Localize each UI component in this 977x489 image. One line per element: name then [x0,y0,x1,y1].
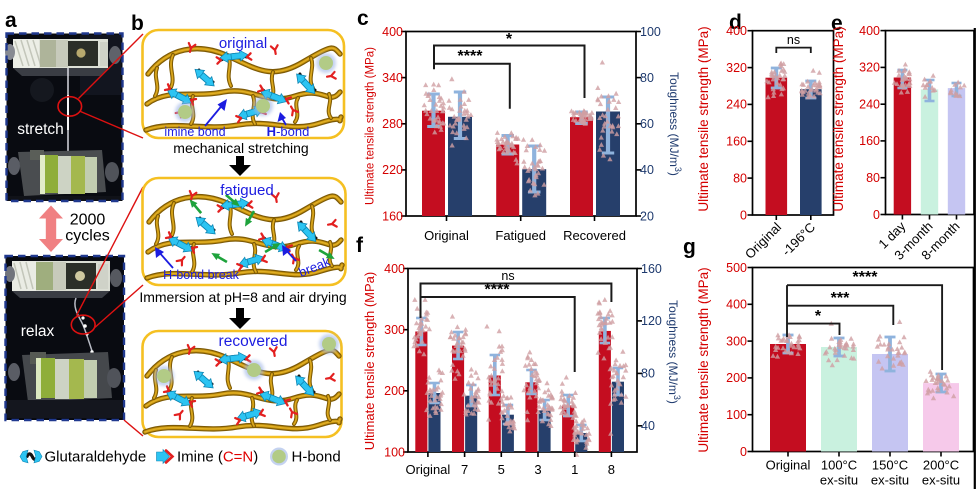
svg-text:a: a [5,9,17,32]
svg-text:Ultimate tensile strength (MPa: Ultimate tensile strength (MPa) [362,272,377,450]
svg-text:80: 80 [733,171,747,185]
svg-text:3: 3 [534,462,541,477]
svg-text:60: 60 [640,117,654,131]
svg-text:f: f [356,234,364,257]
svg-text:80: 80 [641,367,655,381]
svg-text:H-bond: H-bond [267,124,310,139]
svg-text:original: original [219,35,267,52]
svg-text:40: 40 [641,419,655,433]
svg-text:Original: Original [406,462,451,477]
svg-text:300: 300 [726,334,747,348]
svg-text:500: 500 [726,261,747,275]
svg-text:Glutaraldehyde: Glutaraldehyde [45,449,147,466]
svg-text:0: 0 [873,208,880,222]
svg-text:H-bond: H-bond [292,449,341,466]
svg-text:200°C: 200°C [923,458,959,473]
svg-text:*: * [815,308,822,325]
svg-text:400: 400 [726,24,747,38]
svg-text:Original: Original [766,458,811,473]
svg-text:2000: 2000 [70,212,106,229]
svg-text:240: 240 [859,97,880,111]
svg-text:320: 320 [859,61,880,75]
svg-text:relax: relax [21,323,55,340]
svg-text:Ultimate tensile strength (MPa: Ultimate tensile strength (MPa) [365,47,377,205]
svg-text:7: 7 [461,462,468,477]
svg-text:*: * [506,31,513,48]
svg-text:400: 400 [859,24,880,38]
svg-text:200: 200 [384,384,405,398]
svg-text:Ultimate tensile strength (MPa: Ultimate tensile strength (MPa) [696,267,711,452]
svg-text:Toughness (MJ/m3): Toughness (MJ/m3) [667,72,683,176]
svg-text:400: 400 [726,298,747,312]
svg-text:recovered: recovered [219,333,288,350]
svg-text:ns: ns [501,269,514,283]
svg-text:1: 1 [571,462,578,477]
svg-text:fatigued: fatigued [220,182,273,199]
svg-text:ex-situ: ex-situ [871,473,909,488]
svg-text:****: **** [853,269,879,286]
svg-text:160: 160 [726,135,747,149]
svg-text:Toughness (MJ/m3): Toughness (MJ/m3) [666,300,682,404]
svg-text:Immersion at pH=8 and air dryi: Immersion at pH=8 and air drying [139,289,346,305]
svg-text:d: d [729,11,742,34]
svg-text:ns: ns [787,33,800,47]
svg-text:ex-situ: ex-situ [820,473,858,488]
svg-text:300: 300 [384,323,405,337]
svg-text:280: 280 [382,117,403,131]
svg-text:stretch: stretch [17,121,64,138]
svg-text:5: 5 [498,462,505,477]
svg-text:200: 200 [726,371,747,385]
svg-text:100: 100 [384,445,405,459]
svg-text:0: 0 [740,445,747,459]
svg-text:Original: Original [424,228,469,243]
svg-text:100: 100 [726,408,747,422]
svg-text:80: 80 [866,171,880,185]
svg-text:160: 160 [382,209,403,223]
svg-text:0: 0 [740,208,747,222]
svg-text:80: 80 [640,71,654,85]
svg-text:b: b [131,12,144,35]
svg-text:Imine (C=N): Imine (C=N) [177,449,258,466]
svg-text:ex-situ: ex-situ [922,473,960,488]
svg-text:400: 400 [384,262,405,276]
svg-text:****: **** [458,48,484,65]
svg-text:H-bond break: H-bond break [163,268,239,282]
svg-text:cycles: cycles [65,228,109,245]
svg-text:100: 100 [640,25,661,39]
svg-text:e: e [831,12,843,35]
svg-text:220: 220 [382,163,403,177]
svg-text:40: 40 [640,163,654,177]
svg-text:Ultimate tensile strength (MPa: Ultimate tensile strength (MPa) [696,26,711,211]
svg-text:160: 160 [859,134,880,148]
svg-text:Fatigued: Fatigued [495,228,546,243]
svg-text:150°C: 150°C [872,458,908,473]
svg-text:120: 120 [641,314,662,328]
svg-text:320: 320 [726,61,747,75]
svg-text:imine bond: imine bond [164,125,225,139]
svg-text:Ultimate tensile strength (MPa: Ultimate tensile strength (MPa) [831,26,846,211]
svg-text:340: 340 [382,71,403,85]
svg-text:c: c [357,7,369,30]
svg-text:20: 20 [640,209,654,223]
svg-text:240: 240 [726,98,747,112]
svg-text:8: 8 [608,462,615,477]
svg-text:Recovered: Recovered [563,228,626,243]
svg-text:****: **** [485,282,511,299]
svg-text:g: g [683,236,696,259]
svg-text:400: 400 [382,25,403,39]
svg-text:mechanical stretching: mechanical stretching [173,140,308,156]
svg-text:100°C: 100°C [821,458,857,473]
svg-text:***: *** [831,290,850,307]
svg-text:160: 160 [641,262,662,276]
